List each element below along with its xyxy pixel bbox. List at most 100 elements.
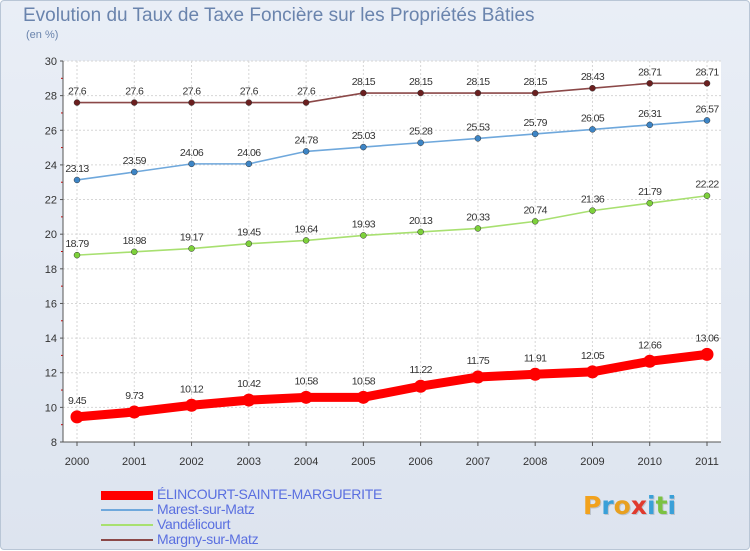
y-tick-label: 30 [45,56,57,68]
logo-letter: r [601,491,614,520]
x-tick-label: 2007 [466,456,490,468]
data-label: 25.28 [409,126,433,138]
data-point [188,160,195,168]
data-label: 10.12 [180,383,204,395]
data-point [302,237,310,244]
data-label: 11.22 [409,364,432,376]
data-point [356,390,370,404]
data-point [531,130,539,138]
data-point [703,192,711,199]
legend-label: ÉLINCOURT-SAINTE-MARGUERITE [157,486,382,502]
legend-swatch [101,491,153,500]
logo-letter: i [667,491,677,520]
chart-title: Evolution du Taux de Taxe Foncière sur l… [23,5,535,26]
data-label: 10.58 [352,375,376,387]
data-point [299,390,313,404]
x-tick-label: 2004 [294,456,318,468]
data-point [474,89,482,97]
data-point [131,248,138,256]
data-label: 25.79 [524,117,548,129]
y-tick-label: 28 [45,91,57,103]
data-label: 23.59 [123,155,147,167]
data-label: 26.05 [581,112,605,124]
data-label: 10.58 [294,375,318,387]
series-line [76,119,708,181]
data-label: 20.74 [524,204,548,216]
data-label: 28.15 [524,76,548,88]
data-point [73,99,81,106]
data-point [242,393,256,407]
data-label: 24.06 [237,147,261,159]
data-point [531,218,539,225]
data-point [70,410,84,424]
data-label: 12.05 [581,350,605,362]
data-point [474,135,482,142]
data-labels: 9.45 9.73 10.12 10.42 10.58 10.58 11.22 11.75 11… [65,66,720,407]
data-point [417,139,424,146]
x-tick-label: 2000 [65,456,89,468]
y-tick-label: 22 [45,195,57,207]
data-label: 27.6 [125,86,144,98]
x-tick-label: 2001 [122,456,146,468]
legend-swatch [101,539,153,541]
data-point [703,117,711,124]
data-label: 27.6 [68,86,87,98]
legend-swatch [101,524,153,526]
data-label: 12.66 [638,339,662,351]
data-point [73,251,81,259]
data-label: 28.71 [695,66,719,78]
data-label: 21.79 [638,186,662,198]
legend-item: Marest-sur-Matz [101,501,431,517]
legend-item: Margny-sur-Matz [101,531,431,547]
data-label: 23.13 [65,163,89,175]
data-point [700,347,714,361]
series-group [70,80,714,424]
data-label: 19.45 [237,227,261,239]
data-point [471,370,485,384]
data-label: 9.73 [125,390,144,402]
legend-item: Vandélicourt [101,516,431,532]
data-point [646,80,653,87]
data-label: 18.79 [65,238,89,250]
logo-letter: P [583,491,602,520]
y-tick-label: 20 [45,229,57,241]
data-label: 25.03 [352,130,376,142]
data-label: 27.6 [183,86,202,98]
data-label: 10.42 [237,378,261,390]
data-point [414,379,428,393]
series-line [76,194,708,256]
data-point [245,240,253,247]
data-point [245,160,253,168]
x-tick-label: 2011 [695,456,719,468]
x-tick-label: 2010 [637,456,661,468]
data-point [188,245,195,252]
data-label: 9.45 [68,395,87,407]
y-tick-label: 16 [45,298,57,310]
legend-label: Margny-sur-Matz [157,531,259,547]
series-line [72,349,712,422]
legend-label: Marest-sur-Matz [157,501,255,517]
data-label: 20.33 [466,211,490,223]
data-label: 11.75 [467,355,490,367]
data-label: 28.71 [638,66,662,78]
data-label: 24.06 [180,147,204,159]
data-label: 28.43 [581,71,605,83]
y-tick-label: 26 [45,125,57,137]
data-label: 26.31 [638,108,662,120]
data-point [474,225,482,232]
data-label: 20.13 [409,215,433,227]
plot-area [63,61,721,442]
data-point [188,99,195,106]
data-point [127,405,141,419]
data-point [703,80,711,87]
data-label: 25.53 [466,121,490,133]
y-tick-label: 8 [51,437,57,449]
data-point [646,199,653,207]
logo-letter: o [613,491,631,520]
data-label: 21.36 [581,194,605,206]
data-label: 27.6 [297,86,316,98]
data-label: 18.98 [123,235,147,247]
legend-swatch [101,509,153,511]
